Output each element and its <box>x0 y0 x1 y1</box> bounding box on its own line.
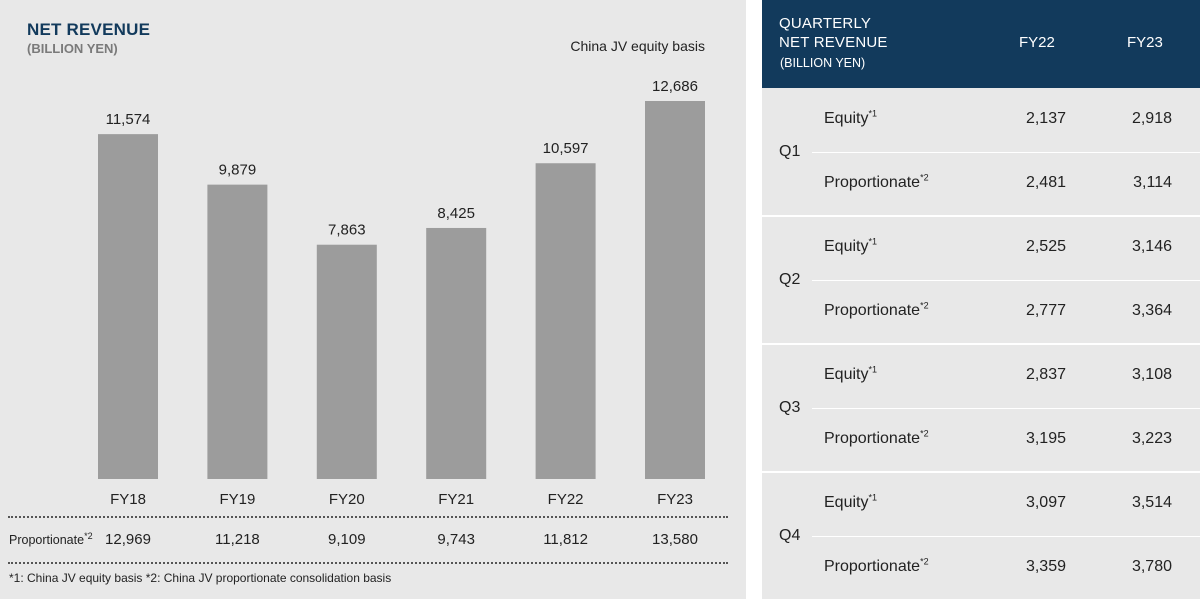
quarter-label: Q4 <box>779 527 801 544</box>
row-label-marker: *2 <box>920 300 929 311</box>
row-label: Equity*1 <box>824 492 877 512</box>
cell-fy23: 3,364 <box>1131 302 1172 319</box>
proportionate-value: 11,218 <box>215 531 260 548</box>
row-label-text: Equity <box>824 110 869 127</box>
row-label: Equity*1 <box>824 108 877 128</box>
cell-fy22: 3,097 <box>1025 494 1066 511</box>
row-label: Equity*1 <box>824 364 877 384</box>
cell-fy23: 3,780 <box>1131 558 1172 575</box>
table-title: QUARTERLY NET REVENUE <box>779 14 888 52</box>
row-label-text: Proportionate <box>824 302 921 319</box>
cell-fy22: 2,137 <box>1025 110 1066 127</box>
row-divider <box>812 152 1200 153</box>
column-header-fy23: FY23 <box>1127 34 1163 51</box>
quarter-label: Q1 <box>779 143 801 160</box>
dotted-divider-top <box>8 516 728 518</box>
cell-fy22: 3,359 <box>1025 558 1066 575</box>
cell-fy22: 2,777 <box>1025 302 1066 319</box>
bar-fy22 <box>535 163 596 479</box>
proportionate-value: 13,580 <box>652 531 698 548</box>
chart-title: NET REVENUE <box>27 20 151 39</box>
cell-fy22: 2,481 <box>1025 174 1066 191</box>
row-label-marker: *1 <box>868 492 877 503</box>
category-tick-label: FY18 <box>110 491 146 508</box>
cell-fy23: 3,223 <box>1131 430 1172 447</box>
cell-fy23: 2,918 <box>1131 110 1172 127</box>
table-header: QUARTERLY NET REVENUE (BILLION YEN) FY22… <box>762 0 1200 88</box>
row-label: Proportionate*2 <box>824 428 929 448</box>
dotted-divider-bottom <box>8 562 728 564</box>
quarter-divider <box>762 215 1200 217</box>
row-label-marker: *2 <box>920 172 929 183</box>
cell-fy23: 3,146 <box>1131 238 1172 255</box>
quarter-divider <box>762 471 1200 473</box>
cell-fy22: 2,525 <box>1025 238 1066 255</box>
quarter-label: Q2 <box>779 271 801 288</box>
table-title-line1: QUARTERLY <box>779 15 872 32</box>
row-divider <box>812 280 1200 281</box>
row-label-marker: *2 <box>920 428 929 439</box>
row-label-text: Equity <box>824 366 869 383</box>
proportionate-value: 9,109 <box>328 531 366 548</box>
basis-note: China JV equity basis <box>570 38 705 54</box>
bar-fy19 <box>207 184 268 479</box>
cell-fy22: 2,837 <box>1025 366 1066 383</box>
column-header-fy22: FY22 <box>1019 34 1055 51</box>
bar-fy20 <box>316 244 377 479</box>
quarter-divider <box>762 343 1200 345</box>
category-tick-label: FY21 <box>438 491 474 508</box>
bar-value-label: 10,597 <box>543 140 589 157</box>
proportionate-value: 9,743 <box>437 531 475 548</box>
row-label-text: Equity <box>824 494 869 511</box>
bar-value-label: 12,686 <box>652 78 698 95</box>
category-tick-label: FY19 <box>219 491 255 508</box>
bar-value-label: 9,879 <box>219 162 257 179</box>
row-label: Equity*1 <box>824 236 877 256</box>
bar-value-label: 8,425 <box>437 205 475 222</box>
bar-fy21 <box>426 227 487 479</box>
net-revenue-panel: NET REVENUE (BILLION YEN) China JV equit… <box>0 0 746 599</box>
row-label: Proportionate*2 <box>824 172 929 192</box>
bar-value-label: 7,863 <box>328 222 366 239</box>
cell-fy22: 3,195 <box>1025 430 1066 447</box>
quarterly-table-panel: QUARTERLY NET REVENUE (BILLION YEN) FY22… <box>762 0 1200 599</box>
row-label-marker: *2 <box>920 556 929 567</box>
row-label-text: Proportionate <box>824 174 921 191</box>
chart-subtitle: (BILLION YEN) <box>27 41 118 56</box>
table-unit: (BILLION YEN) <box>780 56 866 70</box>
proportionate-row-label: Proportionate*2 <box>9 530 93 547</box>
row-label: Proportionate*2 <box>824 300 929 320</box>
bar-fy18 <box>98 134 158 479</box>
row-label: Proportionate*2 <box>824 556 929 576</box>
proportionate-value: 11,812 <box>543 531 588 548</box>
row-label-marker: *1 <box>868 364 877 375</box>
row-divider <box>812 536 1200 537</box>
proportionate-label-text: Proportionate <box>9 533 85 547</box>
bar-fy23 <box>645 101 705 479</box>
category-tick-label: FY22 <box>548 491 584 508</box>
row-label-marker: *1 <box>868 236 877 247</box>
row-label-text: Proportionate <box>824 430 921 447</box>
footnote: *1: China JV equity basis *2: China JV p… <box>9 571 392 585</box>
cell-fy23: 3,514 <box>1131 494 1172 511</box>
bar-chart: 11,574 FY18 9,879 FY19 7,863 FY20 8,425 FY21 10,… <box>98 78 705 508</box>
category-tick-label: FY20 <box>329 491 365 508</box>
bar-value-label: 11,574 <box>106 111 151 128</box>
quarter-label: Q3 <box>779 399 801 416</box>
row-label-text: Proportionate <box>824 558 921 575</box>
cell-fy23: 3,114 <box>1133 174 1172 191</box>
proportionate-value: 12,969 <box>105 531 151 548</box>
row-label-text: Equity <box>824 238 869 255</box>
row-label-marker: *1 <box>868 108 877 119</box>
row-divider <box>812 408 1200 409</box>
proportionate-marker: *2 <box>84 530 93 541</box>
category-tick-label: FY23 <box>657 491 693 508</box>
table-title-line2: NET REVENUE <box>779 34 888 51</box>
cell-fy23: 3,108 <box>1131 366 1172 383</box>
